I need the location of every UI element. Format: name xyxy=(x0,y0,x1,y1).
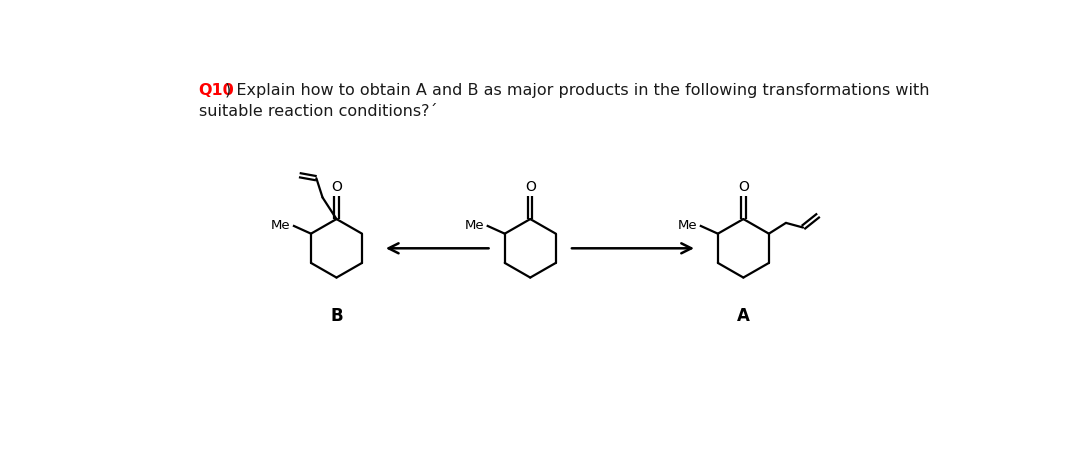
Text: Me: Me xyxy=(271,219,291,232)
Text: O: O xyxy=(738,179,748,193)
Text: suitable reaction conditions?´: suitable reaction conditions?´ xyxy=(199,104,437,120)
Text: Me: Me xyxy=(678,219,698,232)
Text: A: A xyxy=(737,307,750,325)
Text: B: B xyxy=(330,307,342,325)
Text: Me: Me xyxy=(465,219,485,232)
Text: ) Explain how to obtain A and B as major products in the following transformatio: ) Explain how to obtain A and B as major… xyxy=(225,83,930,98)
Text: O: O xyxy=(525,179,536,193)
Text: O: O xyxy=(332,179,342,193)
Text: Q10: Q10 xyxy=(199,83,234,98)
